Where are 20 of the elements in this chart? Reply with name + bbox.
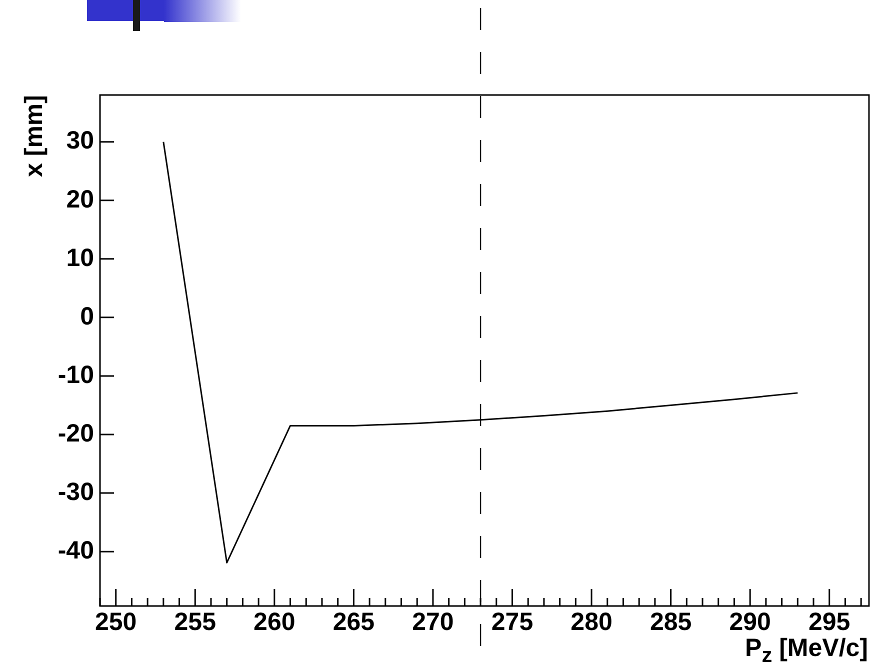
x-tick-label: 265 [332, 608, 375, 636]
y-tick-label: 20 [66, 185, 94, 214]
y-tick-label: -20 [58, 419, 94, 448]
x-tick-label: 290 [729, 608, 771, 636]
y-tick-label: -10 [58, 360, 94, 389]
y-tick-label: -40 [58, 536, 94, 564]
x-axis-title: P$_{z}$ [MeV/c] [745, 634, 868, 667]
x-tick-label: 270 [412, 608, 454, 636]
y-tick-label: 10 [66, 244, 94, 272]
y-axis-title: x [mm] [20, 95, 49, 177]
y-tick-label: 30 [66, 126, 94, 155]
y-tick-label: -30 [58, 478, 94, 506]
x-tick-label: 280 [570, 608, 612, 636]
x-tick-label: 295 [808, 608, 850, 636]
x-tick-label: 275 [491, 608, 534, 636]
y-tick-label: 0 [80, 302, 94, 330]
x-tick-label: 260 [254, 608, 296, 636]
x-tick-label: 285 [650, 608, 692, 636]
x-tick-label: 255 [174, 608, 216, 636]
x-tick-label: 250 [94, 608, 137, 636]
